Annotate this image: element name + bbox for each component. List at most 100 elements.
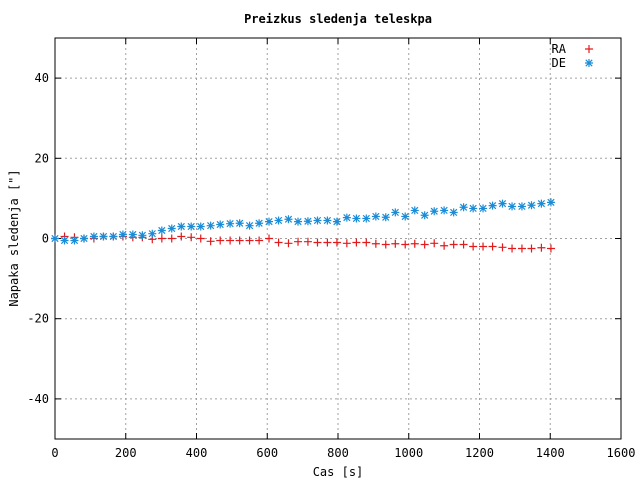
de-point — [430, 207, 439, 216]
de-point — [362, 214, 371, 223]
de-point — [488, 201, 497, 210]
ra-point — [274, 238, 283, 247]
ra-point — [527, 244, 536, 253]
de-point — [479, 204, 488, 213]
de-point — [313, 216, 322, 225]
de-point — [216, 220, 225, 229]
de-point — [157, 226, 166, 235]
ra-point — [488, 242, 497, 251]
de-point — [226, 219, 235, 228]
de-point — [109, 232, 118, 241]
ra-point — [226, 236, 235, 245]
legend-marker-ra — [585, 45, 593, 53]
de-point — [177, 222, 186, 231]
de-point — [265, 217, 274, 226]
ra-point — [362, 238, 371, 247]
de-point — [498, 199, 507, 208]
ra-point — [420, 240, 429, 249]
de-point — [206, 221, 215, 230]
tick-labels: 0 200 400 600 800 1000 1200 1400 1600 -40 -20 0 20 40 — [27, 71, 635, 460]
ra-point — [401, 240, 410, 249]
de-point — [371, 212, 380, 221]
ra-point — [430, 239, 439, 248]
x-tick-label: 600 — [256, 446, 278, 460]
de-point — [459, 203, 468, 212]
ra-point — [537, 243, 546, 252]
de-point — [245, 221, 254, 230]
ra-point — [449, 240, 458, 249]
ra-point — [245, 236, 254, 245]
de-point — [118, 230, 127, 239]
ra-point — [206, 237, 215, 246]
ra-point — [255, 236, 264, 245]
de-point — [381, 213, 390, 222]
y-axis-label: Napaka sledenja ["] — [7, 169, 21, 306]
de-point — [274, 216, 283, 225]
ra-point — [371, 239, 380, 248]
de-point — [527, 201, 536, 210]
ra-point — [459, 240, 468, 249]
ra-point — [508, 244, 517, 253]
ra-point — [352, 238, 361, 247]
ra-point — [235, 236, 244, 245]
de-point — [332, 217, 341, 226]
de-point — [148, 229, 157, 238]
y-tick-label: -20 — [27, 312, 49, 326]
x-tick-label: 200 — [115, 446, 137, 460]
ra-point — [517, 244, 526, 253]
ra-point — [294, 237, 303, 246]
chart-title: Preizkus sledenja teleskpa — [244, 12, 432, 26]
de-point — [128, 230, 137, 239]
legend-label-de: DE — [552, 56, 566, 70]
de-point — [70, 236, 79, 245]
de-point — [294, 217, 303, 226]
de-point — [138, 231, 147, 240]
de-point — [420, 211, 429, 220]
ra-point — [332, 238, 341, 247]
de-point — [80, 234, 89, 243]
de-point — [303, 217, 312, 226]
ra-point — [177, 232, 186, 241]
x-tick-label: 1200 — [465, 446, 494, 460]
de-point — [99, 232, 108, 241]
de-point — [89, 232, 98, 241]
x-axis-label: Cas [s] — [313, 465, 364, 479]
ra-point — [196, 234, 205, 243]
de-point — [167, 224, 176, 233]
de-point — [517, 202, 526, 211]
ra-point — [265, 234, 274, 243]
ra-point — [187, 233, 196, 242]
ra-point — [546, 244, 555, 253]
de-point — [440, 206, 449, 215]
legend-marker-de — [585, 59, 593, 67]
x-tick-label: 1400 — [536, 446, 565, 460]
de-point — [284, 215, 293, 224]
ra-point — [440, 241, 449, 250]
ra-point — [303, 237, 312, 246]
de-point — [410, 206, 419, 215]
de-point — [235, 219, 244, 228]
de-point — [401, 212, 410, 221]
y-tick-label: 20 — [35, 151, 49, 165]
ra-point — [323, 238, 332, 247]
de-point — [255, 219, 264, 228]
y-tick-label: -40 — [27, 392, 49, 406]
ra-point — [342, 239, 351, 248]
ra-point — [157, 234, 166, 243]
de-point — [546, 198, 555, 207]
y-tick-label: 0 — [42, 232, 49, 246]
de-point — [187, 222, 196, 231]
y-tick-label: 40 — [35, 71, 49, 85]
de-point — [391, 208, 400, 217]
de-point — [60, 236, 69, 245]
de-point — [342, 213, 351, 222]
ra-point — [167, 234, 176, 243]
x-tick-label: 400 — [186, 446, 208, 460]
de-point — [469, 204, 478, 213]
ra-point — [216, 236, 225, 245]
ra-point — [284, 239, 293, 248]
de-point — [352, 214, 361, 223]
de-point — [449, 208, 458, 217]
